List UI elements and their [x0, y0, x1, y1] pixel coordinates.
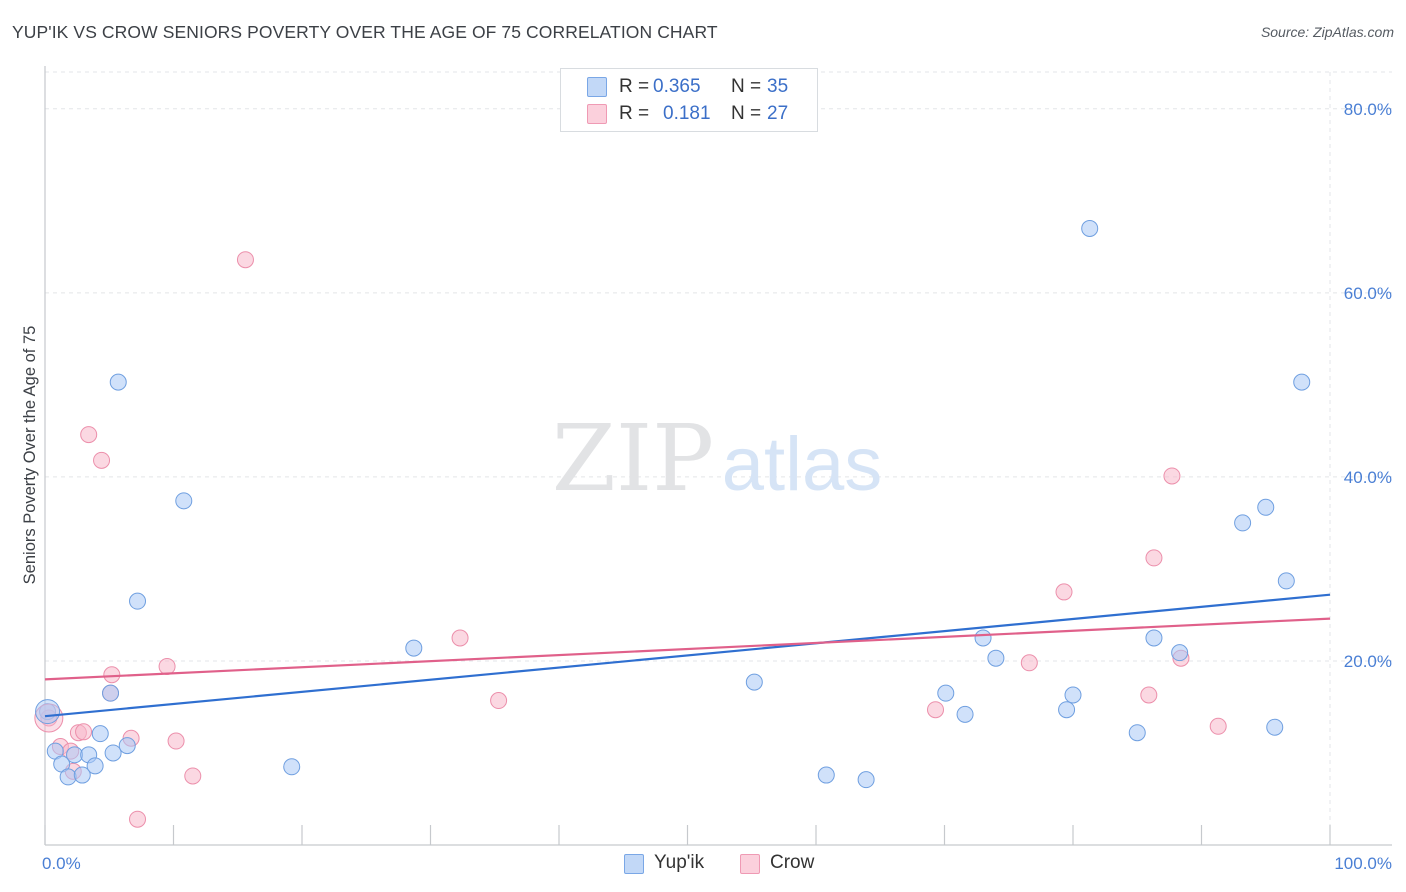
trend-lines: [44, 593, 1331, 718]
y-tick-label: 80.0%: [1344, 100, 1392, 119]
yupik-point: [987, 649, 1005, 667]
x-tick-label: 100.0%: [1334, 854, 1392, 873]
grid-lines: [45, 71, 1392, 845]
crow-point: [1140, 686, 1158, 704]
yupik-point: [405, 639, 423, 657]
yupik-point: [1064, 686, 1082, 704]
crow-point: [103, 666, 121, 684]
yupik-point: [1257, 498, 1275, 516]
r-label: R =: [619, 76, 650, 97]
yupik-point: [283, 758, 301, 776]
yupik-point: [86, 757, 104, 775]
correlation-legend: R = 0.365 N = 35 R = 0.181 N = 27: [560, 68, 818, 132]
n-label: N =: [731, 76, 762, 97]
x-tick-label: 0.0%: [42, 854, 81, 873]
yupik-point: [1128, 724, 1146, 742]
yupik-point: [1293, 373, 1311, 391]
yupik-trend-line: [44, 593, 1331, 718]
yupik-point: [1171, 644, 1189, 662]
y-tick-label: 60.0%: [1344, 284, 1392, 303]
crow-point: [129, 810, 147, 828]
yupik-point: [817, 766, 835, 784]
crow-point: [451, 629, 469, 647]
crow-point: [1163, 467, 1181, 485]
yupik-point: [974, 629, 992, 647]
crow-legend-label: Crow: [770, 852, 815, 873]
crow-trend-line: [44, 617, 1331, 681]
chart-title: YUP'IK VS CROW SENIORS POVERTY OVER THE …: [12, 22, 718, 42]
watermark: ZIP atlas: [552, 405, 882, 512]
crow-point: [184, 767, 202, 785]
axes: [44, 66, 1392, 846]
yupik-legend-label: Yup'ik: [654, 852, 705, 873]
yupik-point: [102, 684, 120, 702]
yupik-point: [35, 699, 61, 725]
crow-point: [1055, 583, 1073, 601]
yupik-point: [937, 684, 955, 702]
n-value: 35: [767, 76, 789, 97]
yupik-point: [91, 725, 109, 743]
y-tick-label: 40.0%: [1344, 468, 1392, 487]
crow-point: [75, 723, 93, 741]
tick-labels: 20.0% 40.0% 60.0% 80.0% 0.0% 100.0%: [42, 100, 1392, 873]
yupik-point: [1234, 514, 1252, 532]
y-tick-label: 20.0%: [1344, 652, 1392, 671]
crow-point: [1020, 654, 1038, 672]
yupik-legend-swatch: [624, 854, 644, 874]
yupik-point: [109, 373, 127, 391]
yupik-point: [1277, 572, 1295, 590]
crow-point: [490, 692, 508, 710]
crow-swatch: [587, 104, 607, 124]
crow-point: [927, 701, 945, 719]
r-value: 0.365: [653, 76, 701, 97]
yupik-point: [129, 592, 147, 610]
watermark-atlas: atlas: [722, 422, 883, 507]
yupik-swatch: [587, 77, 607, 97]
yupik-point: [1058, 701, 1076, 719]
crow-point: [158, 657, 176, 675]
crow-point: [1209, 717, 1227, 735]
crow-legend-swatch: [740, 854, 760, 874]
yupik-point: [59, 768, 77, 786]
yupik-point: [104, 744, 122, 762]
yupik-point: [66, 746, 84, 764]
yupik-point: [175, 492, 193, 510]
yupik-point: [745, 673, 763, 691]
y-axis-label: Seniors Poverty Over the Age of 75: [21, 326, 39, 585]
crow-point: [236, 251, 254, 269]
source-label: Source: ZipAtlas.com: [1260, 24, 1394, 40]
data-points: [34, 219, 1311, 828]
yupik-point: [956, 705, 974, 723]
yupik-point: [1145, 629, 1163, 647]
watermark-zip: ZIP: [552, 405, 714, 512]
r-label: R =: [619, 103, 650, 124]
n-value: 27: [767, 103, 789, 124]
yupik-point: [857, 771, 875, 789]
r-value: 0.181: [663, 103, 711, 124]
crow-point: [80, 426, 98, 444]
n-label: N =: [731, 103, 762, 124]
yupik-point: [73, 766, 91, 784]
yupik-point: [1266, 718, 1284, 736]
yupik-point: [1081, 219, 1099, 237]
yupik-point: [118, 737, 136, 755]
crow-point: [167, 732, 185, 750]
crow-point: [93, 451, 111, 469]
crow-point: [1145, 549, 1163, 567]
